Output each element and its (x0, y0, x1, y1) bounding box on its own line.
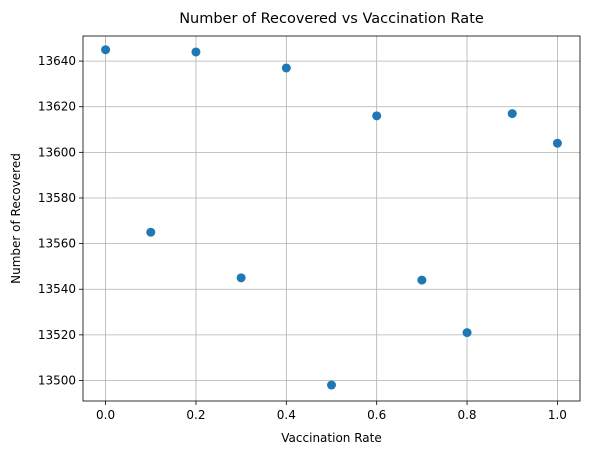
chart-title: Number of Recovered vs Vaccination Rate (179, 11, 484, 27)
x-tick-label: 0.8 (457, 408, 476, 422)
plot-frame (82, 35, 581, 402)
data-point (191, 47, 201, 57)
x-tick-label: 1.0 (548, 408, 567, 422)
y-tick-label: 13560 (38, 237, 76, 251)
data-point (417, 275, 427, 285)
x-tick-label: 0.0 (96, 408, 115, 422)
data-point (507, 109, 517, 119)
data-point (552, 138, 562, 148)
y-tick-label: 13520 (38, 328, 76, 342)
data-point (101, 45, 111, 55)
data-points (101, 45, 562, 390)
data-point (462, 328, 472, 338)
x-axis-ticks: 0.0 0.2 0.4 0.6 0.8 1.0 (96, 401, 567, 422)
data-point (281, 63, 291, 73)
data-point (372, 111, 382, 121)
x-axis-label: Vaccination Rate (281, 431, 381, 445)
y-tick-label: 13540 (38, 282, 76, 296)
grid-lines (83, 36, 580, 401)
data-point (146, 227, 156, 237)
x-tick-label: 0.2 (186, 408, 205, 422)
x-tick-label: 0.6 (367, 408, 386, 422)
y-tick-label: 13580 (38, 191, 76, 205)
data-point (236, 273, 246, 283)
y-tick-label: 13500 (38, 373, 76, 387)
y-tick-label: 13640 (38, 54, 76, 68)
y-tick-label: 13620 (38, 100, 76, 114)
x-tick-label: 0.4 (277, 408, 296, 422)
y-axis-label: Number of Recovered (9, 153, 23, 284)
y-axis-ticks: 13500 13520 13540 13560 13580 13600 13620 13640 (38, 54, 83, 387)
data-point (327, 380, 336, 390)
y-tick-label: 13600 (38, 145, 76, 159)
